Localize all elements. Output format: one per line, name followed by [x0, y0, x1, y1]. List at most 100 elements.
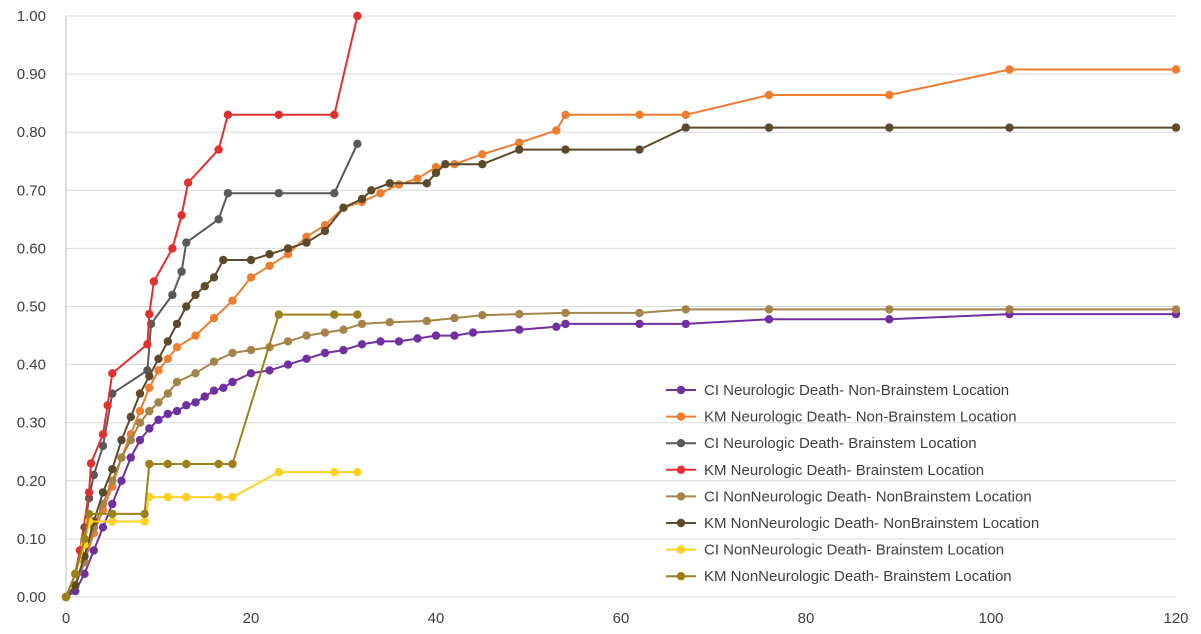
data-point: [228, 348, 237, 358]
data-point: [182, 238, 191, 247]
data-point: [353, 139, 362, 148]
data-point: [168, 290, 177, 300]
series-7: [61, 467, 362, 602]
y-tick-label: 0.10: [17, 531, 46, 548]
data-point: [163, 354, 172, 363]
legend-marker: [676, 572, 686, 581]
legend-item: KM NonNeurologic Death- NonBrainstem Loc…: [666, 515, 1039, 532]
x-axis-tick-labels: 0 20 40 60 80 100 120: [62, 610, 1189, 627]
data-point: [163, 409, 172, 419]
legend-label: KM Neurologic Death- Brainstem Location: [704, 462, 984, 479]
data-point: [145, 309, 154, 319]
legend-marker: [676, 492, 686, 501]
data-point: [681, 319, 690, 329]
data-point: [302, 238, 311, 247]
data-point: [126, 412, 135, 422]
data-point: [86, 459, 96, 468]
data-point: [357, 319, 367, 329]
legend-item: CI NonNeurologic Death- NonBrainstem Loc…: [666, 488, 1032, 505]
data-point: [191, 398, 200, 407]
data-point: [154, 366, 163, 375]
legend-item: KM Neurologic Death- Brainstem Location: [666, 462, 984, 479]
data-point: [330, 467, 339, 477]
data-point: [61, 592, 71, 602]
y-tick-label: 0.70: [17, 182, 46, 199]
data-point: [80, 534, 89, 544]
data-point: [145, 383, 154, 392]
x-tick-label: 80: [798, 610, 815, 627]
data-point: [140, 509, 149, 519]
data-point: [885, 90, 894, 100]
data-point: [98, 523, 108, 532]
data-point: [764, 123, 774, 132]
x-tick-label: 60: [613, 610, 630, 627]
y-tick-label: 0.00: [17, 589, 46, 606]
data-point: [413, 174, 422, 183]
data-point: [330, 310, 339, 319]
legend-marker: [676, 385, 686, 395]
data-point: [168, 244, 177, 253]
data-point: [764, 305, 774, 314]
data-point: [431, 162, 441, 172]
data-point: [191, 331, 200, 340]
data-point: [635, 308, 644, 318]
data-point: [764, 315, 774, 324]
data-point: [108, 369, 117, 378]
data-point: [274, 189, 283, 198]
legend: CI Neurologic Death- Non-Brainstem Locat…: [666, 382, 1039, 585]
x-tick-label: 40: [428, 610, 445, 627]
legend-label: KM NonNeurologic Death- NonBrainstem Loc…: [704, 515, 1039, 532]
legend-marker: [676, 545, 686, 554]
data-point: [98, 488, 108, 497]
series-8: [61, 310, 362, 602]
data-point: [214, 145, 223, 154]
data-point: [246, 369, 256, 378]
data-point: [330, 189, 339, 198]
data-point: [885, 315, 894, 324]
legend-label: CI Neurologic Death- Non-Brainstem Locat…: [704, 382, 1009, 399]
legend-item: CI Neurologic Death- Non-Brainstem Locat…: [666, 382, 1009, 399]
data-point: [117, 435, 126, 445]
data-point: [764, 90, 774, 100]
legend-item: KM Neurologic Death- Non-Brainstem Locat…: [666, 409, 1017, 426]
data-point: [143, 340, 152, 349]
data-point: [172, 319, 182, 329]
legend-marker: [676, 439, 686, 448]
series-3: [61, 139, 362, 602]
x-tick-label: 120: [1163, 610, 1188, 627]
y-axis-tick-labels: 0.00 0.10 0.20 0.30 0.40 0.50 0.60 0.70 0.80 0.90…: [17, 8, 46, 606]
y-tick-label: 1.00: [17, 8, 46, 25]
data-point: [117, 476, 126, 485]
data-point: [98, 441, 108, 451]
data-point: [1005, 123, 1014, 132]
data-point: [108, 509, 117, 519]
data-point: [450, 313, 459, 323]
data-point: [357, 194, 367, 204]
data-point: [339, 345, 348, 355]
data-point: [108, 517, 117, 526]
data-point: [80, 569, 89, 578]
data-point: [126, 435, 135, 445]
data-point: [394, 337, 404, 346]
data-point: [209, 357, 219, 366]
data-point: [357, 340, 367, 349]
series-line: [65, 313, 358, 598]
data-point: [320, 348, 330, 358]
data-point: [89, 546, 99, 555]
data-point: [274, 310, 283, 319]
data-point: [154, 398, 163, 407]
data-point: [71, 569, 80, 578]
data-point: [108, 476, 117, 485]
y-tick-label: 0.50: [17, 299, 46, 316]
data-point: [163, 492, 172, 502]
data-point: [431, 331, 441, 340]
legend-label: KM Neurologic Death- Non-Brainstem Locat…: [704, 409, 1017, 426]
data-point: [191, 290, 200, 300]
data-point: [246, 345, 256, 355]
data-point: [265, 366, 274, 375]
data-point: [422, 179, 431, 188]
data-point: [353, 310, 362, 319]
legend-item: CI NonNeurologic Death- Brainstem Locati…: [666, 542, 1004, 559]
data-point: [145, 406, 154, 416]
legend-label: CI NonNeurologic Death- Brainstem Locati…: [704, 542, 1004, 559]
